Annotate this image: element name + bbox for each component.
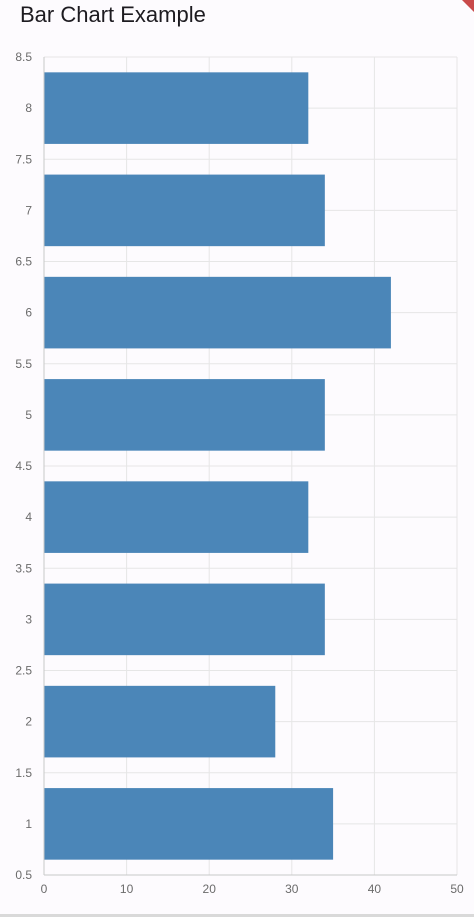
bottom-edge (0, 914, 474, 917)
y-tick-label: 4.5 (15, 459, 32, 473)
x-tick-label: 40 (368, 882, 382, 896)
y-tick-label: 5 (25, 408, 32, 422)
y-tick-label: 2.5 (15, 664, 32, 678)
y-tick-label: 5.5 (15, 357, 32, 371)
bar-3 (44, 583, 325, 656)
debug-banner (454, 0, 474, 14)
y-tick-label: 7 (25, 203, 32, 217)
x-tick-label: 50 (450, 882, 464, 896)
app-title: Bar Chart Example (20, 2, 206, 27)
x-axis-ticks: 0 10 20 30 40 50 (41, 882, 464, 896)
y-tick-label: 0.5 (15, 868, 32, 882)
x-tick-label: 0 (41, 882, 48, 896)
bar-8 (44, 72, 309, 144)
y-tick-label: 6.5 (15, 255, 32, 269)
y-tick-label: 4 (25, 510, 32, 524)
y-tick-label: 2 (25, 715, 32, 729)
bar-2 (44, 685, 276, 758)
y-tick-label: 7.5 (15, 152, 32, 166)
x-tick-label: 20 (203, 882, 217, 896)
y-tick-label: 1 (25, 817, 32, 831)
bar-6 (44, 276, 391, 349)
chart-bars (44, 72, 391, 860)
bar-1 (44, 788, 334, 860)
y-axis-ticks: 0.5 1 1.5 2 2.5 3 3.5 4 4.5 5 5.5 6 6.5 7 7.5 8 8.5 (15, 50, 32, 882)
y-tick-label: 8 (25, 101, 32, 115)
y-tick-label: 3.5 (15, 561, 32, 575)
y-tick-label: 8.5 (15, 50, 32, 64)
y-tick-label: 6 (25, 306, 32, 320)
y-tick-label: 1.5 (15, 766, 32, 780)
bar-7 (44, 174, 325, 247)
bar-4 (44, 481, 309, 553)
bar-5 (44, 379, 325, 451)
debug-banner-corner (462, 0, 474, 12)
x-tick-label: 30 (285, 882, 299, 896)
y-tick-label: 3 (25, 612, 32, 626)
chart-axes (43, 57, 457, 876)
x-tick-label: 10 (120, 882, 134, 896)
